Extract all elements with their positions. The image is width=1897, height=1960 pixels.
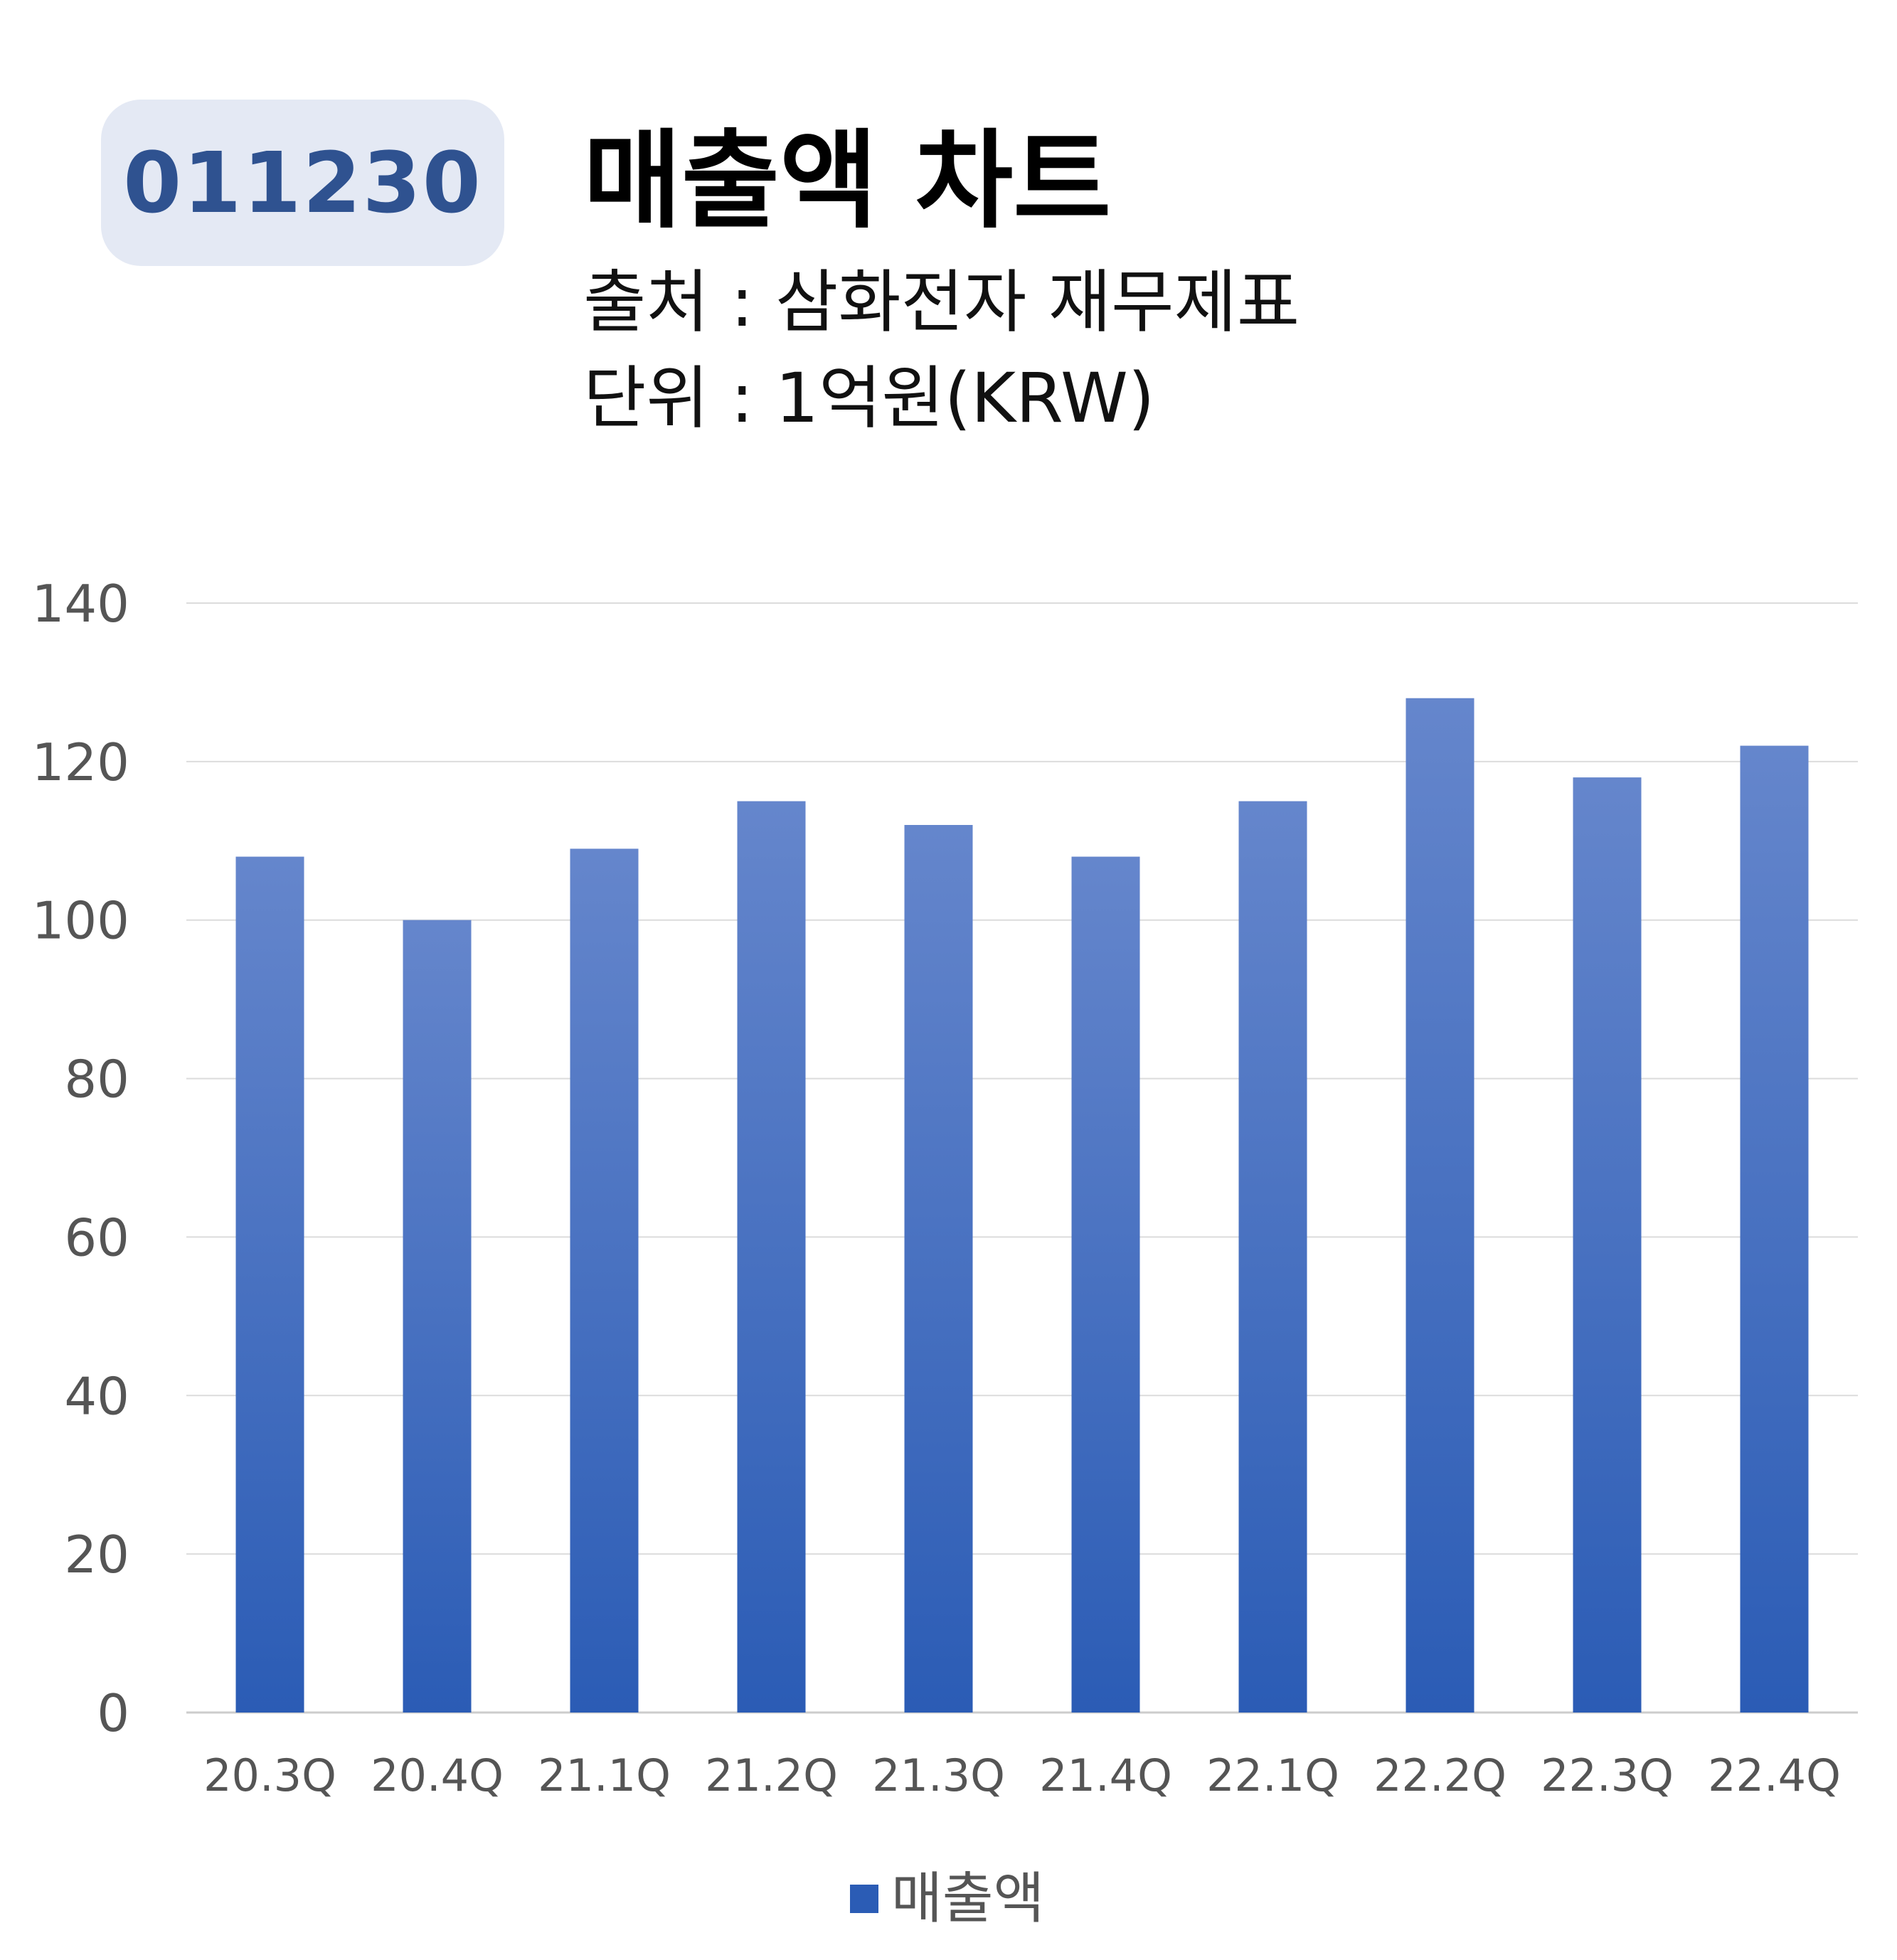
x-category-label: 22.2Q [1373,1749,1507,1801]
x-category-label: 21.1Q [538,1749,671,1801]
x-category-label: 21.3Q [872,1749,1005,1801]
chart-title: 매출액 차트 [583,119,1112,243]
bar-22.4Q [1740,745,1809,1713]
y-tick-label: 60 [64,1208,129,1267]
y-tick-label: 0 [97,1683,129,1743]
y-axis-ticks: 0 20 40 60 80 100 120 140 [32,574,129,1743]
source-text: 출처 : 삼화전자 재무제표 [583,262,1300,342]
bar-20.3Q [235,856,304,1713]
bar-21.2Q [737,801,806,1713]
bar-22.3Q [1573,777,1642,1713]
x-category-label: 21.4Q [1039,1749,1172,1801]
unit-text: 단위 : 1억원(KRW) [583,358,1155,438]
x-category-label: 22.3Q [1541,1749,1674,1801]
x-category-label: 20.3Q [203,1749,336,1801]
bar-21.4Q [1071,856,1140,1713]
y-tick-label: 40 [64,1366,129,1426]
x-category-label: 21.2Q [705,1749,838,1801]
x-category-label: 22.4Q [1708,1749,1841,1801]
bar-21.3Q [904,825,973,1713]
bar-22.2Q [1406,698,1474,1713]
ticker-badge: 011230 [101,100,504,266]
y-tick-label: 140 [32,574,129,634]
legend-swatch [850,1885,878,1913]
y-tick-label: 80 [64,1050,129,1109]
x-category-label: 20.4Q [371,1749,504,1801]
bar-20.4Q [403,920,472,1713]
ticker-code: 011230 [123,134,482,232]
legend: 매출액 [850,1863,1044,1934]
x-axis-categories: 20.3Q 20.4Q 21.1Q 21.2Q 21.3Q 21.4Q 22.1Q 22.2Q… [203,1749,1841,1801]
legend-label: 매출액 [891,1867,1045,1931]
y-tick-label: 120 [32,733,129,792]
bar-21.1Q [570,848,639,1713]
x-category-label: 22.1Q [1206,1749,1339,1801]
y-tick-label: 20 [64,1525,129,1584]
bars [235,698,1809,1713]
bar-22.1Q [1238,801,1307,1713]
y-tick-label: 100 [32,891,129,951]
